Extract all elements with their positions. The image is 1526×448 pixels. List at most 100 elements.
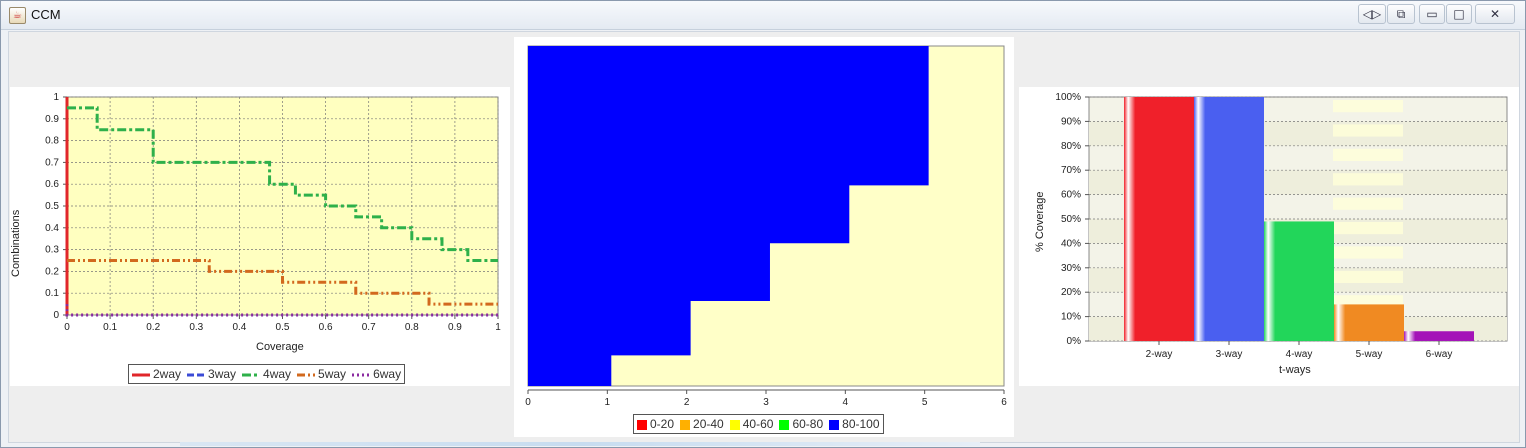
y-tick-label: 0.8 xyxy=(45,136,59,147)
plot-band xyxy=(1333,173,1403,186)
x-tick-label: 0.8 xyxy=(405,322,419,333)
x-tick-label: 6-way xyxy=(1426,349,1453,360)
plot-band xyxy=(1333,197,1403,210)
x-tick-label: 0.5 xyxy=(276,322,290,333)
series-line-4way xyxy=(67,106,498,262)
x-tick-label: 0 xyxy=(525,397,531,408)
plot-band xyxy=(1333,246,1403,259)
legend-item-20-40: 20-40 xyxy=(680,415,724,433)
combinations-chart: 0 0.1 0.2 0.3 0.4 0.5 0.6 0.7 0.8 0.9 1 0 0.1 0.2 0.3 0… xyxy=(45,92,501,333)
bar-6-way xyxy=(1404,331,1474,341)
y-tick-label: 10% xyxy=(1061,312,1081,323)
x-tick-label: 5 xyxy=(922,397,928,408)
taskbar-glow xyxy=(180,442,980,446)
legend-item-3way: 3way xyxy=(187,365,236,383)
x-tick-label: 6 xyxy=(1001,397,1007,408)
y-tick-label: 50% xyxy=(1061,214,1081,225)
y-tick-label: 0% xyxy=(1067,336,1082,347)
legend-item-80-100: 80-100 xyxy=(829,415,880,433)
plot-band xyxy=(1333,295,1403,308)
x-tick-label: 3 xyxy=(763,397,769,408)
y-tick-label: 0.6 xyxy=(45,179,59,190)
x-tick-label: 4-way xyxy=(1286,349,1313,360)
plot-band xyxy=(1333,270,1403,283)
legend-label: 6way xyxy=(373,367,402,381)
legend-label: 20-40 xyxy=(693,417,724,431)
y-tick-label: 90% xyxy=(1061,116,1081,127)
y-tick-label: 1 xyxy=(53,92,59,103)
y-tick-label: 60% xyxy=(1061,190,1081,201)
x-tick-label: 0.7 xyxy=(362,322,376,333)
series-line-6way xyxy=(65,304,498,317)
x-tick-label: 5-way xyxy=(1356,349,1383,360)
chart-area: 0 0.1 0.2 0.3 0.4 0.5 0.6 0.7 0.8 0.9 1 0 0.1 0.2 0.3 0… xyxy=(8,31,1520,443)
restore-split-icon[interactable]: ◁▷ xyxy=(1358,4,1386,24)
bar-3-way xyxy=(1194,97,1264,341)
y-tick-label: 40% xyxy=(1061,238,1081,249)
y-tick-label: 30% xyxy=(1061,263,1081,274)
legend-label: 2way xyxy=(153,367,182,381)
maximize-icon[interactable]: □ xyxy=(1446,4,1472,24)
y-tick-label: 0.9 xyxy=(45,114,59,125)
bar-2-way xyxy=(1124,97,1194,341)
close-icon[interactable]: ✕ xyxy=(1475,4,1515,24)
legend-label: 5way xyxy=(318,367,347,381)
legend-label: 0-20 xyxy=(650,417,675,431)
legend-item-4way: 4way xyxy=(242,365,291,383)
y-tick-label: 70% xyxy=(1061,165,1081,176)
bar-5-way xyxy=(1334,304,1404,341)
x-tick-label: 0.1 xyxy=(103,322,117,333)
series-line-5way xyxy=(67,259,498,306)
x-axis-label: t-ways xyxy=(1279,364,1311,376)
x-tick-label: 3-way xyxy=(1216,349,1243,360)
x-tick-label: 1 xyxy=(495,322,501,333)
y-tick-label: 0.5 xyxy=(45,201,59,212)
legend-label: 4way xyxy=(263,367,292,381)
legend-label: 60-80 xyxy=(792,417,824,431)
plot-band xyxy=(1333,222,1403,235)
y-tick-label: 0.3 xyxy=(45,245,59,256)
y-axis-label: Combinations xyxy=(10,209,22,277)
x-tick-label: 1 xyxy=(605,397,611,408)
legend-label: 3way xyxy=(208,367,237,381)
minimize-icon[interactable]: ▭ xyxy=(1419,4,1445,24)
legend-label: 80-100 xyxy=(842,417,880,431)
legend-label: 40-60 xyxy=(742,417,774,431)
title-bar[interactable]: ☕ CCM ◁▷ ⧉ ▭ □ ✕ xyxy=(1,1,1525,30)
x-tick-label: 0 xyxy=(64,322,70,333)
legend-item-0-20: 0-20 xyxy=(637,415,674,433)
y-tick-label: 0 xyxy=(53,310,59,321)
x-tick-label: 0.4 xyxy=(232,322,246,333)
heatmap-chart-panel: 0 1 2 3 4 5 6 0-20 20-40 40-60 60-80 80-100 xyxy=(514,37,1014,437)
x-tick-label: 2 xyxy=(684,397,690,408)
legend-item-60-80: 60-80 xyxy=(779,415,823,433)
y-tick-label: 0.4 xyxy=(45,223,59,234)
x-tick-label: 0.9 xyxy=(448,322,462,333)
y-tick-label: 0.2 xyxy=(45,266,59,277)
x-tick-label: 0.6 xyxy=(319,322,333,333)
plot-band xyxy=(1333,100,1403,113)
window-title: CCM xyxy=(31,7,61,22)
plot-band xyxy=(1333,148,1403,161)
heatmap-chart: 0 1 2 3 4 5 6 xyxy=(525,45,1007,408)
bar-4-way xyxy=(1264,221,1334,341)
plot-band xyxy=(1333,124,1403,137)
y-tick-label: 100% xyxy=(1055,92,1081,103)
x-tick-label: 4 xyxy=(843,397,849,408)
legend-item-40-60: 40-60 xyxy=(729,415,774,433)
y-tick-label: 0.1 xyxy=(45,288,59,299)
pin-icon[interactable]: ⧉ xyxy=(1387,4,1415,24)
coverage-bar-chart-panel: 0% 10% 20% 30% 40% 50% 60% 70% 80% 90% 100% 2-way 3-… xyxy=(1019,87,1519,386)
x-tick-label: 0.3 xyxy=(189,322,203,333)
x-tick-label: 0.2 xyxy=(146,322,160,333)
coverage-area-80-100 xyxy=(528,46,929,386)
y-tick-label: 80% xyxy=(1061,141,1081,152)
heatmap-legend: 0-20 20-40 40-60 60-80 80-100 xyxy=(633,414,884,434)
legend-item-5way: 5way xyxy=(297,365,346,383)
combinations-chart-panel: 0 0.1 0.2 0.3 0.4 0.5 0.6 0.7 0.8 0.9 1 0 0.1 0.2 0.3 0… xyxy=(10,87,510,386)
java-coffee-icon: ☕ xyxy=(9,7,26,24)
y-tick-label: 20% xyxy=(1061,287,1081,298)
legend-item-6way: 6way xyxy=(352,365,401,383)
coverage-bar-chart: 0% 10% 20% 30% 40% 50% 60% 70% 80% 90% 100% 2-way 3-… xyxy=(1055,92,1508,360)
